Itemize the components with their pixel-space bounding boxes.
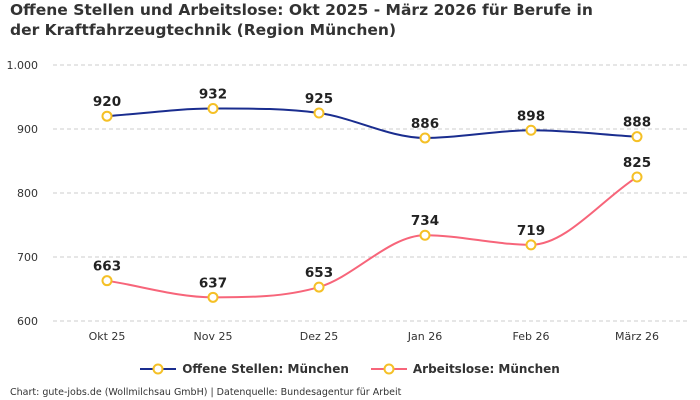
data-point — [525, 239, 537, 251]
data-label: 663 — [93, 259, 121, 275]
data-point — [101, 110, 113, 122]
series-line-0 — [106, 107, 638, 139]
legend-label: Arbeitslose: München — [412, 362, 560, 376]
data-label: 898 — [517, 108, 545, 124]
data-point — [207, 291, 219, 303]
data-label: 932 — [199, 87, 227, 103]
data-label: 886 — [411, 116, 439, 132]
x-tick-label: Feb 26 — [513, 330, 550, 343]
data-label: 653 — [305, 265, 333, 281]
data-point — [101, 275, 113, 287]
data-label: 920 — [93, 94, 121, 110]
data-label: 888 — [623, 115, 651, 131]
data-point — [631, 131, 643, 143]
data-label: 925 — [305, 91, 333, 107]
footer-credit: Chart: gute-jobs.de (Wollmilchsau GmbH) … — [10, 387, 402, 398]
y-tick-label: 800 — [17, 187, 38, 200]
x-tick-label: Dez 25 — [300, 330, 339, 343]
legend-label: Offene Stellen: München — [182, 362, 349, 376]
legend-line-icon — [370, 363, 407, 375]
y-tick-label: 1.000 — [7, 59, 39, 72]
x-tick-label: Jan 26 — [407, 330, 442, 343]
data-point — [313, 107, 325, 119]
data-label: 719 — [517, 223, 545, 239]
data-point — [419, 229, 431, 241]
data-label: 825 — [623, 155, 651, 171]
x-tick-label: März 26 — [615, 330, 659, 343]
data-point — [207, 103, 219, 115]
data-point — [313, 281, 325, 293]
data-point — [631, 171, 643, 183]
data-point — [525, 124, 537, 136]
chart-title: Offene Stellen und Arbeitslose: Okt 2025… — [10, 1, 593, 39]
legend: Offene Stellen: München Arbeitslose: Mün… — [0, 362, 700, 376]
legend-item-arbeitslose[interactable]: Arbeitslose: München — [370, 362, 560, 376]
legend-line-icon — [140, 363, 177, 375]
legend-item-offene-stellen[interactable]: Offene Stellen: München — [140, 362, 349, 376]
y-tick-label: 600 — [17, 315, 38, 328]
x-tick-label: Okt 25 — [89, 330, 126, 343]
line-chart: 600 700 800 900 1.000 Okt 25 Nov 25 Dez 25 Jan 2… — [7, 59, 690, 343]
y-tick-label: 900 — [17, 123, 38, 136]
data-point — [419, 132, 431, 144]
data-label: 637 — [199, 275, 227, 291]
series-line-1 — [106, 176, 638, 299]
data-label: 734 — [411, 213, 439, 229]
x-tick-label: Nov 25 — [194, 330, 233, 343]
y-tick-label: 700 — [17, 251, 38, 264]
